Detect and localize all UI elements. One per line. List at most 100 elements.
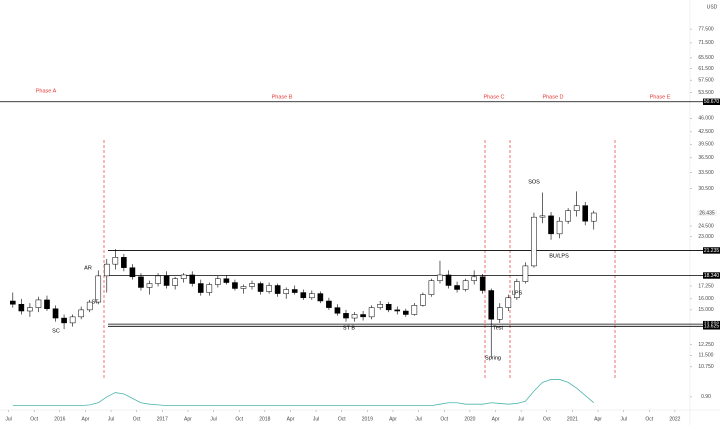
candle-body [428, 280, 435, 295]
annotation: ST B [343, 325, 355, 331]
y-tick-label: 23.000 [698, 234, 714, 240]
x-tick-label: Jul [620, 416, 626, 422]
y-tick-label: 16.000 [698, 296, 714, 302]
candle-body [18, 304, 25, 312]
candle-body [394, 309, 401, 312]
y-tick-label: 71.500 [698, 40, 714, 46]
candle-body [69, 316, 76, 324]
x-tick-label: 2018 [259, 416, 270, 422]
x-tick-label: Apr [492, 416, 500, 422]
x-tick-label: Oct [338, 416, 346, 422]
candle-body [420, 294, 426, 306]
candle-body [582, 205, 589, 222]
level-label: 18.340 [704, 273, 720, 279]
candle-body [437, 274, 443, 281]
y-tick-label: 77.500 [698, 26, 714, 32]
x-tick-label: Jul [415, 416, 421, 422]
candle-body [385, 304, 392, 311]
level-label: 13.625 [704, 324, 720, 330]
phase-label: Phase E [650, 94, 671, 100]
annotation: BU/LPS [549, 253, 569, 259]
x-tick-label: Oct [30, 416, 38, 422]
x-tick-label: Oct [133, 416, 141, 422]
y-tick-label: 33.500 [698, 170, 714, 176]
phase-label: Phase A [36, 88, 57, 94]
candle-body [360, 314, 366, 318]
candle-body [496, 307, 503, 320]
candle-body [206, 284, 213, 293]
candle-body [129, 267, 136, 278]
y-tick-label: 30.500 [698, 186, 714, 192]
candle-body [10, 300, 16, 305]
currency: USD [707, 4, 718, 10]
candle-body [146, 283, 153, 288]
x-tick-label: Jul [210, 416, 216, 422]
candle-body [138, 276, 144, 288]
indicator-line [12, 379, 595, 407]
candle-body [565, 210, 571, 222]
x-tick-label: Jul [313, 416, 319, 422]
indicator-tick-label: 0.90 [701, 394, 711, 400]
candle-body [35, 299, 42, 308]
candle-body [223, 278, 230, 283]
level-box [703, 247, 720, 254]
annotation: SOS [528, 179, 540, 185]
annotation: AR [84, 265, 92, 271]
x-tick-label: 2019 [362, 416, 373, 422]
candle-body [283, 289, 290, 294]
level-box [703, 323, 720, 330]
level-label: 50.670 [704, 99, 720, 105]
candle-body [590, 212, 597, 222]
candle-body [539, 215, 546, 218]
phase-label: Phase D [542, 94, 563, 100]
candle-body [103, 263, 110, 277]
y-tick-label: 17.250 [698, 283, 714, 289]
x-tick-label: Apr [82, 416, 90, 422]
candle-body [291, 289, 298, 293]
x-tick-label: Apr [287, 416, 295, 422]
y-tick-label: 57.500 [698, 77, 714, 83]
candle-body [479, 276, 486, 291]
y-tick-label: 36.500 [698, 155, 714, 161]
x-tick-label: 2017 [157, 416, 168, 422]
candle-body [44, 299, 50, 309]
candle-body [78, 309, 84, 318]
x-tick-label: Apr [594, 416, 602, 422]
candle-body [445, 274, 452, 286]
x-tick-label: 2016 [54, 416, 65, 422]
candle-body [180, 274, 187, 279]
x-tick-label: Oct [645, 416, 653, 422]
x-tick-label: Jul [5, 416, 11, 422]
y-tick-label: 10.750 [698, 364, 714, 370]
x-tick-label: 2021 [567, 416, 578, 422]
candle-body [309, 293, 315, 299]
candle-body [215, 278, 221, 285]
candle-body [505, 297, 512, 308]
x-tick-label: Oct [440, 416, 448, 422]
last-price-box [697, 210, 717, 217]
y-tick-label: 61.500 [698, 66, 714, 72]
candle-body [556, 220, 563, 235]
candle-body [411, 305, 418, 315]
candle-body [462, 280, 469, 290]
candle-body [274, 285, 281, 294]
annotation: LPS [512, 290, 523, 296]
candle-body [27, 307, 33, 312]
y-tick-label: 24.500 [698, 223, 714, 229]
candle-body [52, 308, 59, 319]
candle-body [522, 265, 529, 282]
candle-body [189, 274, 196, 284]
y-tick-label: 15.000 [698, 307, 714, 313]
x-tick-label: Oct [235, 416, 243, 422]
x-tick-label: Apr [184, 416, 192, 422]
candle-body [61, 317, 67, 324]
x-tick-label: Jul [108, 416, 114, 422]
candle-body [377, 304, 383, 308]
candle-body [351, 314, 358, 319]
y-tick-label: 53.500 [698, 90, 714, 96]
y-tick-label: 39.500 [698, 142, 714, 148]
last-price-label: 26.435 [699, 210, 715, 216]
annotation: SC [52, 328, 60, 334]
candle-body [343, 313, 349, 319]
